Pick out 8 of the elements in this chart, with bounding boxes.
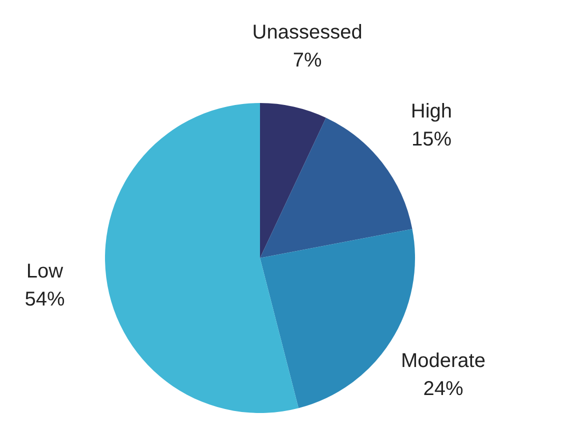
data-label: 54% (24, 288, 65, 311)
data-label: 15% (411, 128, 452, 151)
data-label: 24% (423, 378, 464, 400)
slice-label: High (410, 100, 452, 123)
slice-label: Low (26, 260, 64, 283)
slice-label: Moderate (400, 350, 486, 372)
slice-label: Unassessed (252, 22, 362, 44)
data-label: 7% (292, 50, 322, 72)
